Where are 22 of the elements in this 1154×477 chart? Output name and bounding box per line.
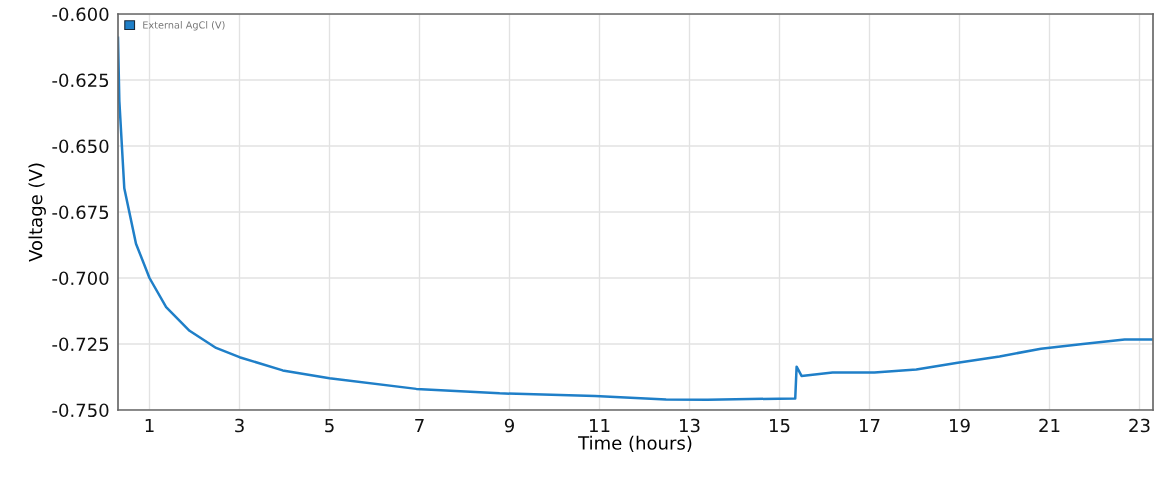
y-tick-label: -0.700 xyxy=(52,271,109,286)
x-tick-label: 9 xyxy=(504,418,514,433)
x-tick-label: 21 xyxy=(1039,418,1060,433)
x-tick-label: 19 xyxy=(950,418,970,433)
x-tick-label: 23 xyxy=(1129,418,1150,433)
y-axis-title: Voltage (V) xyxy=(28,163,46,262)
y-tick-label: -0.750 xyxy=(52,403,109,418)
x-tick-label: 3 xyxy=(235,418,244,433)
x-tick-label: 13 xyxy=(680,418,700,433)
x-tick-label: 15 xyxy=(770,418,790,433)
x-tick-label: 7 xyxy=(415,418,424,433)
x-tick-label: 1 xyxy=(145,418,154,433)
x-tick-label: 11 xyxy=(590,418,610,433)
x-tick-label: 17 xyxy=(860,418,880,433)
y-tick-label: -0.625 xyxy=(52,73,109,88)
x-axis-title: Time (hours) xyxy=(578,435,692,452)
y-tick-label: -0.650 xyxy=(52,139,109,154)
y-tick-label: -0.675 xyxy=(52,205,109,220)
legend-label: External AgCl (V) xyxy=(143,21,225,31)
y-tick-label: -0.725 xyxy=(52,337,109,352)
y-tick-label: -0.600 xyxy=(52,7,109,22)
x-tick-label: 5 xyxy=(325,418,334,433)
